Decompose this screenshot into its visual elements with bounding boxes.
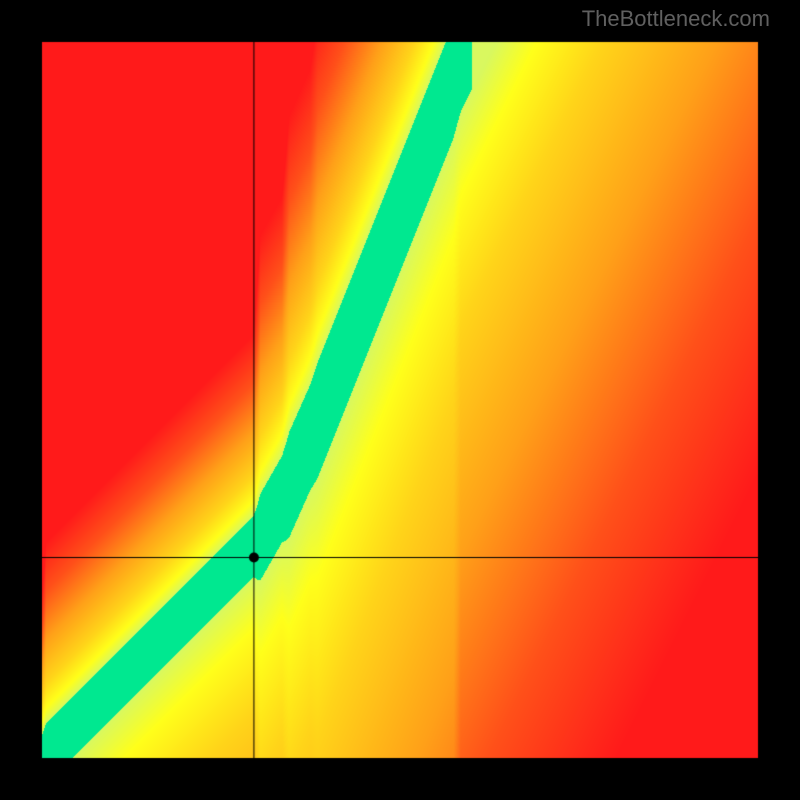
bottleneck-heatmap-chart [0,0,800,800]
heatmap-canvas [0,0,800,800]
watermark-text: TheBottleneck.com [582,6,770,32]
